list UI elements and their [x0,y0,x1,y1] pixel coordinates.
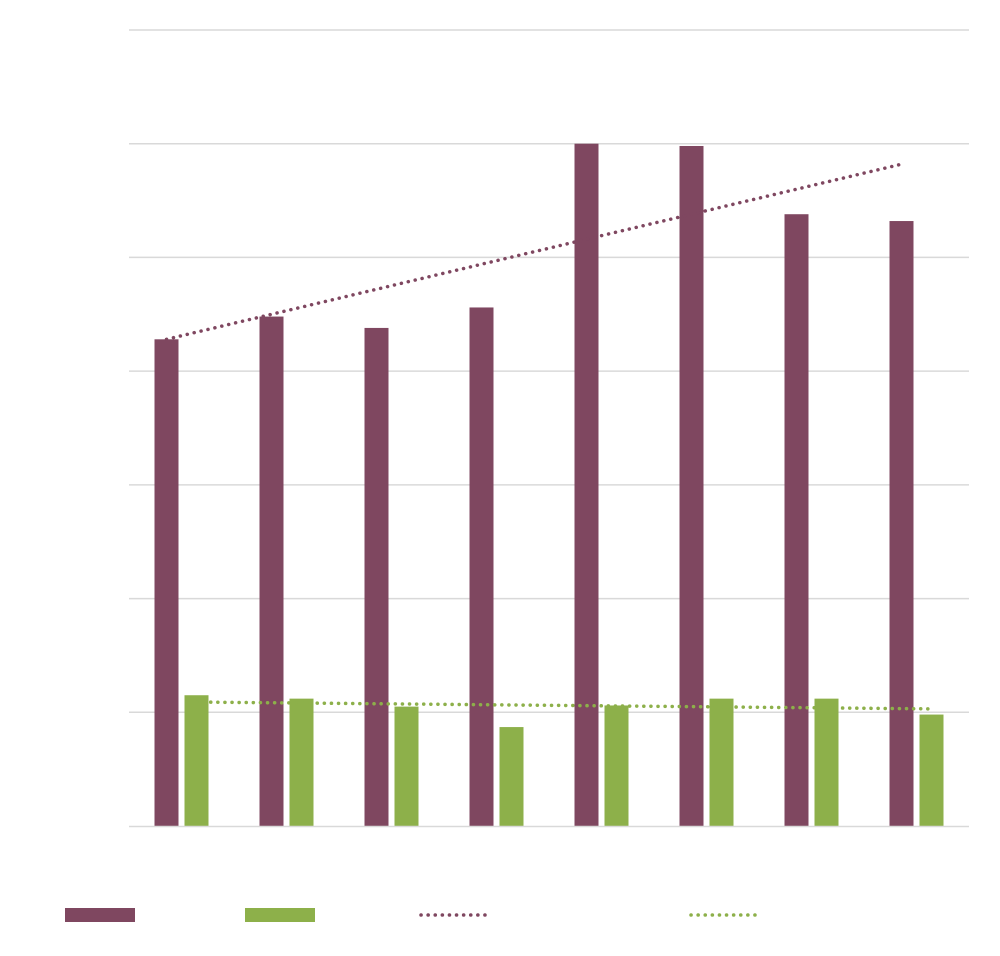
bar-series-1-1 [154,339,179,826]
legend [65,908,763,922]
bar-series-2-1 [184,695,209,826]
bar-series-1-7 [784,214,809,826]
bar-series-1-6 [679,145,704,826]
bar-series-1-5 [574,143,599,826]
trendlines [164,162,934,711]
bar-series-2-3 [394,706,419,826]
bar-series-2-5 [604,705,629,826]
bars [154,143,944,827]
trendline-2 [194,700,934,711]
gridlines [129,29,969,714]
trendline-1 [164,162,904,342]
bar-series-1-4 [469,307,494,826]
bar-series-1-3 [364,327,389,826]
bar-series-2-2 [289,698,314,826]
bar-series-2-7 [814,698,839,826]
legend-swatch-series-1 [65,908,135,922]
bar-series-2-8 [919,714,944,826]
bar-series-1-2 [259,316,284,826]
bar-series-2-6 [709,698,734,826]
bar-series-2-4 [499,727,524,826]
legend-swatch-series-2 [245,908,315,922]
bar-series-1-8 [889,221,914,827]
